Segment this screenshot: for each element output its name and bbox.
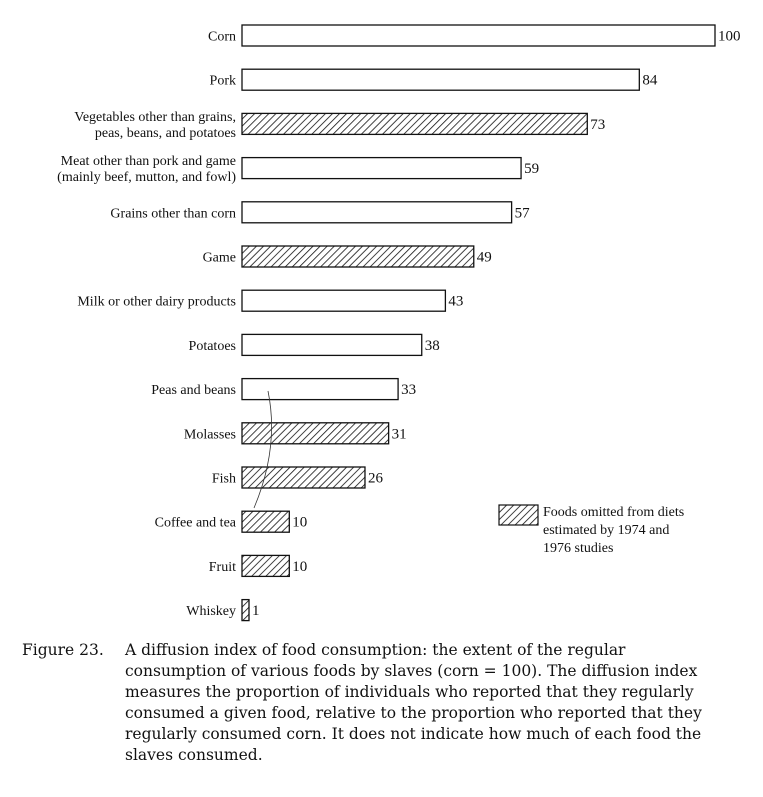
category-label-3-line-0: Meat other than pork and game (61, 154, 236, 169)
bar-11 (241, 510, 290, 533)
category-label-12: Fruit (209, 560, 236, 575)
bar-13 (241, 598, 250, 622)
category-label-7: Potatoes (189, 339, 236, 354)
legend: Foods omitted from diets estimated by 197… (498, 504, 684, 556)
value-label-8: 33 (401, 382, 416, 398)
legend-label-line-2: 1976 studies (543, 541, 613, 556)
value-label-12: 10 (292, 559, 307, 575)
value-label-0: 100 (718, 29, 741, 45)
value-label-11: 10 (292, 515, 307, 531)
category-label-2-line-1: peas, beans, and potatoes (95, 126, 236, 141)
category-label-3-line-1: (mainly beef, mutton, and fowl) (57, 170, 236, 185)
category-label-6: Milk or other dairy products (77, 295, 236, 310)
bar-0 (241, 24, 716, 47)
bar-3 (241, 156, 522, 180)
bar-10 (241, 466, 366, 489)
value-label-4: 57 (515, 205, 531, 221)
diffusion-index-chart: 100 Corn 84 Pork 73 Vegetables other than gra… (57, 24, 741, 622)
bar-1 (241, 68, 640, 91)
bar-5 (241, 245, 475, 268)
value-label-5: 49 (477, 250, 492, 266)
category-label-1: Pork (210, 74, 236, 89)
value-label-7: 38 (425, 338, 440, 354)
category-label-13: Whiskey (186, 604, 236, 619)
category-label-0: Corn (208, 30, 236, 45)
value-label-2: 73 (590, 117, 605, 133)
category-label-8: Peas and beans (151, 383, 236, 398)
value-label-9: 31 (392, 426, 407, 442)
bar-6 (241, 289, 447, 312)
category-label-10: Fish (212, 472, 236, 487)
category-label-9: Molasses (184, 427, 236, 442)
category-label-4: Grains other than corn (110, 206, 236, 221)
figure-caption: Figure 23. A diffusion index of food con… (22, 640, 722, 766)
legend-label-line-0: Foods omitted from diets (543, 505, 684, 520)
value-label-6: 43 (448, 294, 463, 310)
value-label-3: 59 (524, 161, 539, 177)
value-label-13: 1 (252, 603, 260, 619)
bar-9 (241, 422, 390, 445)
caption-label: Figure 23. (22, 641, 104, 659)
leader-curve (253, 390, 272, 509)
value-label-10: 26 (368, 471, 384, 487)
value-label-1: 84 (642, 73, 658, 89)
category-label-2-line-0: Vegetables other than grains, (74, 110, 236, 125)
category-label-5: Game (203, 251, 236, 266)
legend-swatch (498, 504, 539, 526)
bar-8 (241, 377, 399, 401)
legend-label-line-1: estimated by 1974 and (543, 523, 669, 538)
category-label-11: Coffee and tea (155, 516, 237, 531)
bar-7 (241, 333, 423, 357)
bar-2 (241, 112, 588, 136)
caption-text: A diffusion index of food consumption: t… (125, 641, 702, 764)
bar-12 (241, 554, 290, 578)
bar-4 (241, 201, 513, 224)
